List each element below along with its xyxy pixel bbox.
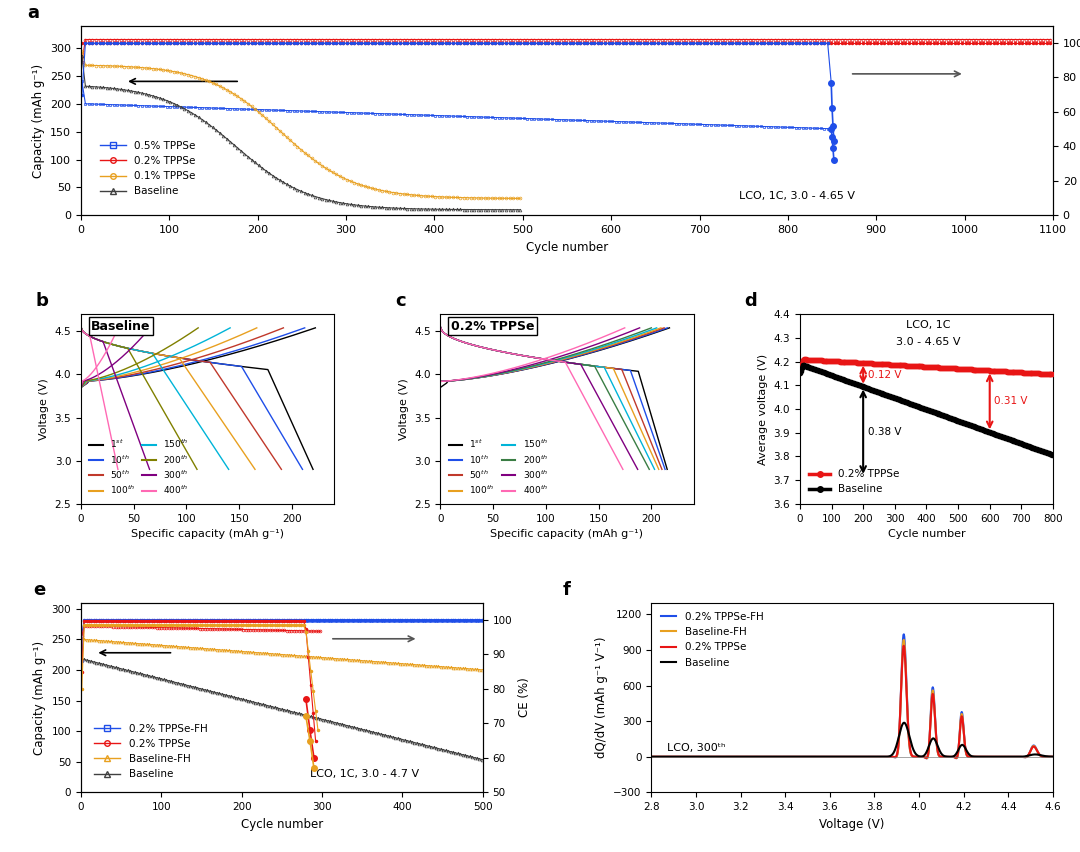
- Text: LCO, 1C: LCO, 1C: [906, 320, 950, 330]
- 0.2% TPPSe-FH: [807, 751, 820, 762]
- Y-axis label: CE (%): CE (%): [517, 677, 530, 717]
- Legend: 1$^{st}$, 10$^{th}$, 50$^{th}$, 100$^{th}$, 150$^{th}$, 200$^{th}$, 300$^{th}$, : 1$^{st}$, 10$^{th}$, 50$^{th}$, 100$^{th…: [85, 435, 192, 499]
- Text: b: b: [36, 292, 49, 310]
- 0.2% TPPSe: [959, 743, 972, 753]
- Legend: 0.5% TPPSe, 0.2% TPPSe, 0.1% TPPSe, Baseline: 0.5% TPPSe, 0.2% TPPSe, 0.1% TPPSe, Base…: [96, 136, 200, 201]
- 0.2% TPPSe-FH: [959, 744, 972, 754]
- Legend: 0.2% TPPSe, Baseline: 0.2% TPPSe, Baseline: [805, 465, 904, 498]
- X-axis label: Specific capacity (mAh g⁻¹): Specific capacity (mAh g⁻¹): [131, 529, 284, 539]
- 0.2% TPPSe: [822, 751, 835, 762]
- Baseline: [686, 751, 699, 762]
- 0.2% TPPSe: [686, 751, 699, 762]
- Y-axis label: Voltage (V): Voltage (V): [399, 378, 408, 440]
- Y-axis label: Capacity (mAh g⁻¹): Capacity (mAh g⁻¹): [31, 63, 44, 177]
- 0.2% TPPSe: [921, 749, 934, 759]
- Text: LCO, 300ᵗʰ: LCO, 300ᵗʰ: [667, 743, 726, 752]
- X-axis label: Cycle number: Cycle number: [888, 529, 966, 539]
- Text: 0.12 V: 0.12 V: [868, 370, 902, 380]
- 0.2% TPPSe-FH: [920, 753, 933, 763]
- Text: 3.0 - 4.65 V: 3.0 - 4.65 V: [896, 337, 960, 347]
- Y-axis label: dQ/dV (mAh g⁻¹ V⁻¹): dQ/dV (mAh g⁻¹ V⁻¹): [595, 636, 608, 758]
- Baseline-FH: [686, 751, 699, 762]
- 0.2% TPPSe-FH: [686, 751, 699, 762]
- Baseline-FH: [645, 751, 658, 762]
- Baseline-FH: [967, 751, 980, 762]
- Text: Baseline: Baseline: [91, 320, 150, 333]
- Baseline: [645, 751, 658, 762]
- Baseline-FH: [921, 751, 934, 761]
- X-axis label: Cycle number: Cycle number: [241, 818, 323, 831]
- 0.2% TPPSe: [897, 641, 910, 651]
- Baseline: [966, 751, 978, 762]
- Baseline: [822, 751, 835, 762]
- Baseline: [958, 742, 971, 752]
- Text: f: f: [563, 581, 571, 599]
- Baseline-FH: [1047, 751, 1059, 762]
- 0.2% TPPSe: [920, 753, 933, 763]
- Text: e: e: [32, 581, 45, 599]
- Baseline: [1012, 751, 1025, 762]
- Y-axis label: Voltage (V): Voltage (V): [39, 378, 49, 440]
- Baseline: [921, 745, 934, 755]
- Baseline-FH: [822, 751, 835, 762]
- X-axis label: Voltage (V): Voltage (V): [820, 818, 885, 831]
- 0.2% TPPSe: [967, 751, 980, 762]
- Baseline: [807, 751, 820, 762]
- Y-axis label: Average voltage (V): Average voltage (V): [758, 354, 768, 464]
- 0.2% TPPSe-FH: [1047, 751, 1059, 762]
- Legend: 1$^{st}$, 10$^{th}$, 50$^{th}$, 100$^{th}$, 150$^{th}$, 200$^{th}$, 300$^{th}$, : 1$^{st}$, 10$^{th}$, 50$^{th}$, 100$^{th…: [445, 435, 552, 499]
- Text: c: c: [395, 292, 405, 310]
- Line: Baseline: Baseline: [651, 722, 1053, 757]
- Line: 0.2% TPPSe: 0.2% TPPSe: [651, 646, 1053, 758]
- Baseline-FH: [959, 744, 972, 754]
- Text: LCO, 1C, 3.0 - 4.65 V: LCO, 1C, 3.0 - 4.65 V: [740, 191, 855, 200]
- 0.2% TPPSe: [1047, 751, 1059, 762]
- 0.2% TPPSe-FH: [897, 630, 910, 640]
- Baseline-FH: [920, 753, 933, 763]
- Baseline: [1047, 751, 1059, 762]
- 0.2% TPPSe-FH: [822, 751, 835, 762]
- Legend: 0.2% TPPSe-FH, 0.2% TPPSe, Baseline-FH, Baseline: 0.2% TPPSe-FH, 0.2% TPPSe, Baseline-FH, …: [91, 719, 212, 783]
- Legend: 0.2% TPPSe-FH, Baseline-FH, 0.2% TPPSe, Baseline: 0.2% TPPSe-FH, Baseline-FH, 0.2% TPPSe, …: [657, 607, 768, 671]
- Y-axis label: Capacity (mAh g⁻¹): Capacity (mAh g⁻¹): [33, 641, 46, 755]
- 0.2% TPPSe: [645, 751, 658, 762]
- 0.2% TPPSe-FH: [921, 751, 934, 761]
- X-axis label: Cycle number: Cycle number: [526, 240, 608, 254]
- Baseline: [897, 717, 910, 728]
- X-axis label: Specific capacity (mAh g⁻¹): Specific capacity (mAh g⁻¹): [490, 529, 644, 539]
- Baseline-FH: [807, 751, 820, 762]
- Baseline-FH: [897, 635, 910, 645]
- Text: 0.38 V: 0.38 V: [868, 427, 902, 437]
- 0.2% TPPSe-FH: [645, 751, 658, 762]
- Text: 0.2% TPPSe: 0.2% TPPSe: [450, 320, 535, 333]
- Line: 0.2% TPPSe-FH: 0.2% TPPSe-FH: [651, 635, 1053, 758]
- Text: 0.31 V: 0.31 V: [995, 396, 1028, 406]
- 0.2% TPPSe: [807, 751, 820, 762]
- 0.2% TPPSe-FH: [967, 751, 980, 762]
- Text: d: d: [744, 292, 757, 310]
- Text: a: a: [28, 4, 40, 22]
- Line: Baseline-FH: Baseline-FH: [651, 640, 1053, 758]
- Text: LCO, 1C, 3.0 - 4.7 V: LCO, 1C, 3.0 - 4.7 V: [310, 769, 419, 780]
